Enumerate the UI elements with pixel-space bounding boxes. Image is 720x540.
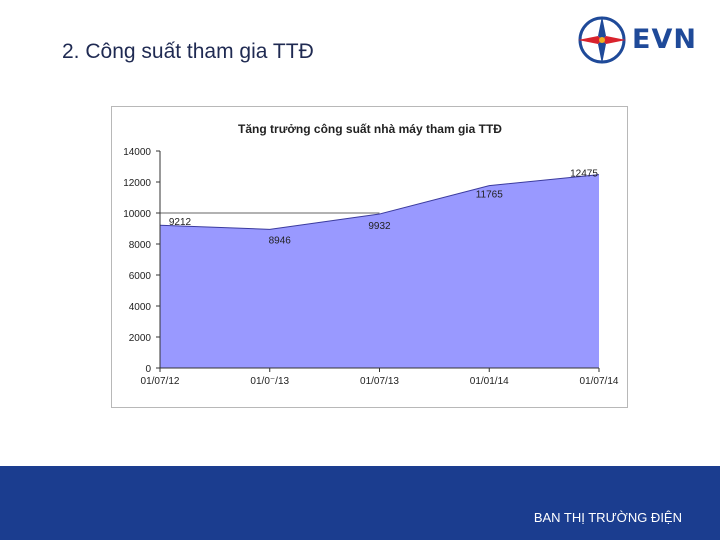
y-tick-label: 2000 xyxy=(129,333,152,344)
data-label: 9932 xyxy=(368,221,391,232)
y-tick-label: 14000 xyxy=(123,147,151,158)
footer-text: BAN THỊ TRƯỜNG ĐIỆN xyxy=(533,510,682,525)
series-area xyxy=(160,174,599,368)
y-tick-label: 12000 xyxy=(123,178,151,189)
x-tick-label: 01/07/12 xyxy=(141,376,180,387)
chart-frame: Tăng trưởng công suất nhà máy tham gia T… xyxy=(111,106,628,408)
chart-title: Tăng trưởng công suất nhà máy tham gia T… xyxy=(238,122,502,136)
data-label: 11765 xyxy=(476,190,504,201)
x-tick-label: 01/07/14 xyxy=(580,376,619,387)
data-label: 8946 xyxy=(269,235,292,246)
y-tick-label: 10000 xyxy=(123,209,151,220)
data-label: 12475 xyxy=(570,169,598,180)
logo-text: EVN xyxy=(632,24,697,55)
y-tick-label: 6000 xyxy=(129,271,152,282)
area-chart: Tăng trưởng công suất nhà máy tham gia T… xyxy=(123,122,619,387)
series-line xyxy=(159,174,600,230)
x-tick-label: 01/07/13 xyxy=(360,376,399,387)
slide-title: 2. Công suất tham gia TTĐ xyxy=(62,40,314,63)
evn-logo xyxy=(575,12,690,68)
x-tick-label: 01/01/14 xyxy=(470,376,509,387)
y-tick-label: 8000 xyxy=(129,240,152,251)
x-tick-label: 01/0⁻/13 xyxy=(250,376,289,387)
compass-star-icon xyxy=(578,16,626,64)
data-label: 9212 xyxy=(169,217,192,228)
y-tick-label: 0 xyxy=(145,364,151,375)
y-tick-label: 4000 xyxy=(129,302,152,313)
footer-bar: BAN THỊ TRƯỜNG ĐIỆN xyxy=(0,466,720,540)
